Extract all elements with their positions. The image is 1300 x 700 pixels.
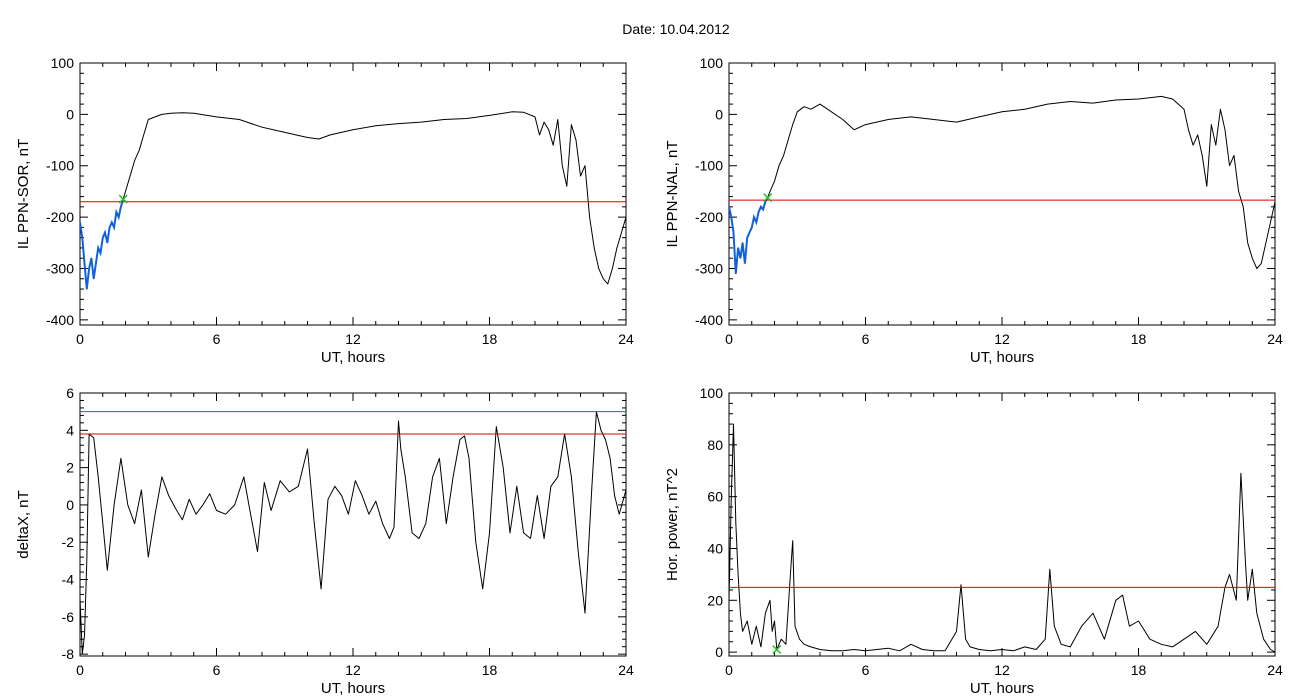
series-line	[729, 423, 1275, 653]
x-tick-label: 24	[618, 662, 634, 678]
x-tick-label: 18	[1131, 662, 1147, 678]
x-tick-label: 12	[345, 331, 361, 347]
x-tick-label: 0	[76, 662, 84, 678]
x-tick-label: 6	[213, 662, 221, 678]
plot-area	[80, 411, 626, 655]
x-tick-label: 0	[725, 331, 733, 347]
plot-frame	[728, 62, 1276, 326]
y-tick-label: -200	[695, 209, 723, 225]
y-tick-label: 2	[66, 460, 74, 476]
y-tick-label: -8	[62, 646, 75, 662]
x-tick-label: 24	[618, 331, 634, 347]
x-tick-label: 24	[1267, 331, 1283, 347]
plot-frame	[79, 62, 627, 326]
y-tick-label: 0	[66, 497, 74, 513]
plot-area	[729, 423, 1275, 655]
x-tick-label: 0	[725, 662, 733, 678]
y-tick-label: 100	[51, 55, 75, 71]
y-tick-label: -200	[46, 209, 74, 225]
y-tick-label: 4	[66, 422, 74, 438]
x-tick-label: 6	[862, 662, 870, 678]
y-axis-label: IL PPN-SOR, nT	[15, 139, 32, 249]
y-tick-label: -400	[695, 312, 723, 328]
x-tick-label: 18	[482, 331, 498, 347]
x-tick-label: 18	[1131, 331, 1147, 347]
y-tick-label: -300	[46, 260, 74, 276]
x-tick-label: 6	[862, 331, 870, 347]
y-tick-label: 0	[66, 106, 74, 122]
event-marker	[118, 194, 128, 204]
y-axis-label: Hor. power, nT^2	[664, 468, 681, 581]
y-axis-label: deltaX, nT	[15, 490, 32, 558]
y-axis-label: IL PPN-NAL, nT	[664, 141, 681, 248]
x-tick-label: 24	[1267, 662, 1283, 678]
y-tick-label: -400	[46, 312, 74, 328]
panel-hor-power: 0 6 12 18 24 0 20 40 60 80 100 UT, hours Hor. power,…	[664, 385, 1283, 697]
panel-ppn-nal: 0 6 12 18 24 -400 -300 -200 -100 0 100 UT, hours IL …	[664, 55, 1283, 366]
panel-ppn-sor: 0 6 12 18 24 -400 -300 -200 -100 0 100 UT, hours IL …	[15, 55, 634, 366]
highlight-segment	[729, 197, 769, 274]
y-tick-label: 20	[707, 592, 723, 608]
highlight-segment	[80, 198, 125, 290]
y-tick-label: 40	[707, 540, 723, 556]
plot-area	[729, 95, 1275, 275]
plot-area	[80, 111, 626, 290]
x-axis-label: UT, hours	[970, 349, 1034, 366]
y-tick-label: 0	[715, 644, 723, 660]
y-tick-label: 0	[715, 106, 723, 122]
event-marker	[763, 193, 773, 203]
x-axis-label: UT, hours	[321, 680, 385, 697]
x-axis-label: UT, hours	[970, 680, 1034, 697]
y-tick-label: -100	[695, 158, 723, 174]
plot-frame	[728, 392, 1276, 657]
x-tick-label: 18	[482, 662, 498, 678]
y-tick-label: 100	[700, 385, 724, 401]
y-tick-label: -2	[62, 534, 75, 550]
y-tick-label: -6	[62, 609, 75, 625]
y-tick-label: 60	[707, 489, 723, 505]
y-tick-label: -4	[62, 572, 75, 588]
x-tick-label: 12	[345, 662, 361, 678]
series-line	[80, 111, 626, 290]
series-line	[729, 95, 1275, 275]
plot-frame	[79, 392, 627, 657]
x-tick-label: 0	[76, 331, 84, 347]
y-tick-label: 80	[707, 437, 723, 453]
y-tick-label: -300	[695, 260, 723, 276]
x-tick-label: 12	[994, 662, 1010, 678]
y-tick-label: 6	[66, 385, 74, 401]
y-tick-label: 100	[700, 55, 724, 71]
x-tick-label: 12	[994, 331, 1010, 347]
x-tick-label: 6	[213, 331, 221, 347]
series-line	[80, 411, 626, 655]
event-marker	[772, 644, 782, 655]
x-axis-label: UT, hours	[321, 349, 385, 366]
figure-title: Date: 10.04.2012	[622, 21, 730, 37]
y-tick-label: -100	[46, 158, 74, 174]
